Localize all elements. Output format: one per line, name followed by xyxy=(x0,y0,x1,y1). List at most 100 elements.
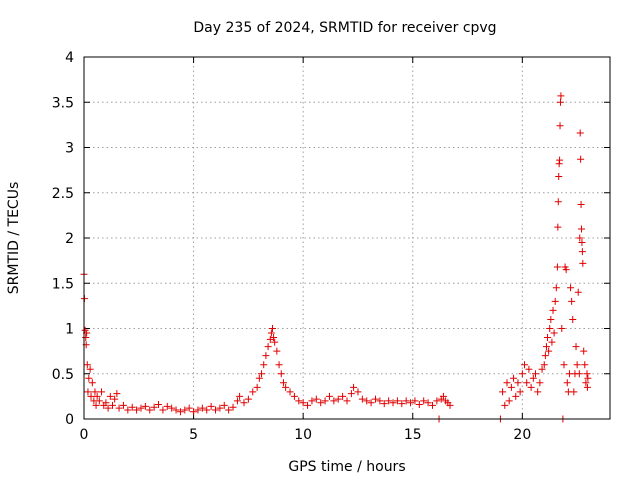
data-point xyxy=(523,379,531,387)
data-point xyxy=(86,365,94,373)
data-point xyxy=(212,406,219,414)
x-tick-label: 20 xyxy=(513,427,531,443)
data-point xyxy=(258,370,266,378)
data-point xyxy=(367,399,375,407)
data-point xyxy=(244,395,252,403)
data-point xyxy=(499,388,507,396)
data-point xyxy=(88,379,96,387)
data-point xyxy=(529,374,537,382)
data-point xyxy=(584,374,592,382)
data-point xyxy=(124,406,132,414)
data-point xyxy=(557,92,565,100)
data-point xyxy=(159,406,167,414)
data-point xyxy=(98,388,106,396)
data-point xyxy=(534,388,542,396)
data-point xyxy=(330,397,338,405)
data-point xyxy=(113,390,121,398)
data-point xyxy=(236,392,244,400)
data-point xyxy=(354,388,362,396)
data-point xyxy=(371,395,379,403)
data-point xyxy=(253,383,261,391)
data-point xyxy=(577,155,585,163)
data-point xyxy=(267,329,275,337)
data-point xyxy=(573,361,581,369)
data-point xyxy=(578,239,586,247)
data-point xyxy=(150,403,158,411)
data-point xyxy=(518,370,526,378)
data-point xyxy=(505,397,513,405)
data-point xyxy=(581,361,589,369)
x-axis-label: GPS time / hours xyxy=(288,459,405,475)
data-point xyxy=(146,406,154,414)
data-point xyxy=(389,399,397,407)
data-point xyxy=(575,370,583,378)
data-point xyxy=(542,343,550,351)
data-point xyxy=(393,397,401,405)
data-point xyxy=(568,297,576,305)
data-point xyxy=(84,388,92,396)
data-point xyxy=(550,329,558,337)
data-point xyxy=(312,395,320,403)
data-point xyxy=(510,374,518,382)
data-point xyxy=(102,399,110,407)
data-point xyxy=(233,397,241,405)
data-point xyxy=(83,361,91,369)
data-point xyxy=(358,395,366,403)
plot-frame xyxy=(83,56,611,420)
data-point xyxy=(225,406,233,414)
data-point xyxy=(560,361,568,369)
data-point xyxy=(570,388,578,396)
data-point xyxy=(350,383,358,391)
data-point xyxy=(531,370,539,378)
y-tick-label: 0 xyxy=(65,412,74,428)
data-point xyxy=(536,379,544,387)
data-point xyxy=(582,379,590,387)
data-point xyxy=(553,263,561,271)
data-point xyxy=(548,338,556,346)
data-points xyxy=(80,92,592,423)
grid-lines xyxy=(84,57,610,419)
data-point xyxy=(538,365,546,373)
data-point xyxy=(398,400,406,408)
data-point xyxy=(546,325,554,332)
data-point xyxy=(334,395,342,403)
data-point xyxy=(563,379,571,387)
data-point xyxy=(163,402,171,410)
data-point xyxy=(95,397,103,405)
data-point xyxy=(277,370,285,378)
data-point xyxy=(93,392,101,400)
data-point xyxy=(540,361,548,369)
data-point xyxy=(282,383,290,391)
data-point xyxy=(424,399,432,407)
data-point xyxy=(185,404,193,412)
data-point xyxy=(521,361,529,369)
data-point xyxy=(264,343,272,351)
data-point xyxy=(207,402,215,410)
data-point xyxy=(578,225,586,233)
data-point xyxy=(525,365,533,373)
data-point xyxy=(229,403,237,411)
data-point xyxy=(92,401,100,409)
data-point xyxy=(286,388,294,396)
data-point xyxy=(558,325,566,332)
data-point xyxy=(190,408,198,416)
data-point xyxy=(295,397,303,405)
data-point xyxy=(299,399,307,407)
data-point xyxy=(380,400,388,408)
data-point xyxy=(363,397,371,405)
data-point xyxy=(503,379,511,387)
data-point xyxy=(555,172,563,180)
data-point xyxy=(556,156,564,164)
data-point xyxy=(240,399,248,407)
data-point xyxy=(308,397,316,405)
data-point xyxy=(411,397,419,405)
data-point xyxy=(82,334,90,342)
data-point xyxy=(255,374,263,382)
data-point xyxy=(137,404,145,412)
data-point xyxy=(133,406,141,414)
data-point xyxy=(181,406,189,414)
data-point xyxy=(275,361,283,369)
data-point xyxy=(446,401,454,409)
